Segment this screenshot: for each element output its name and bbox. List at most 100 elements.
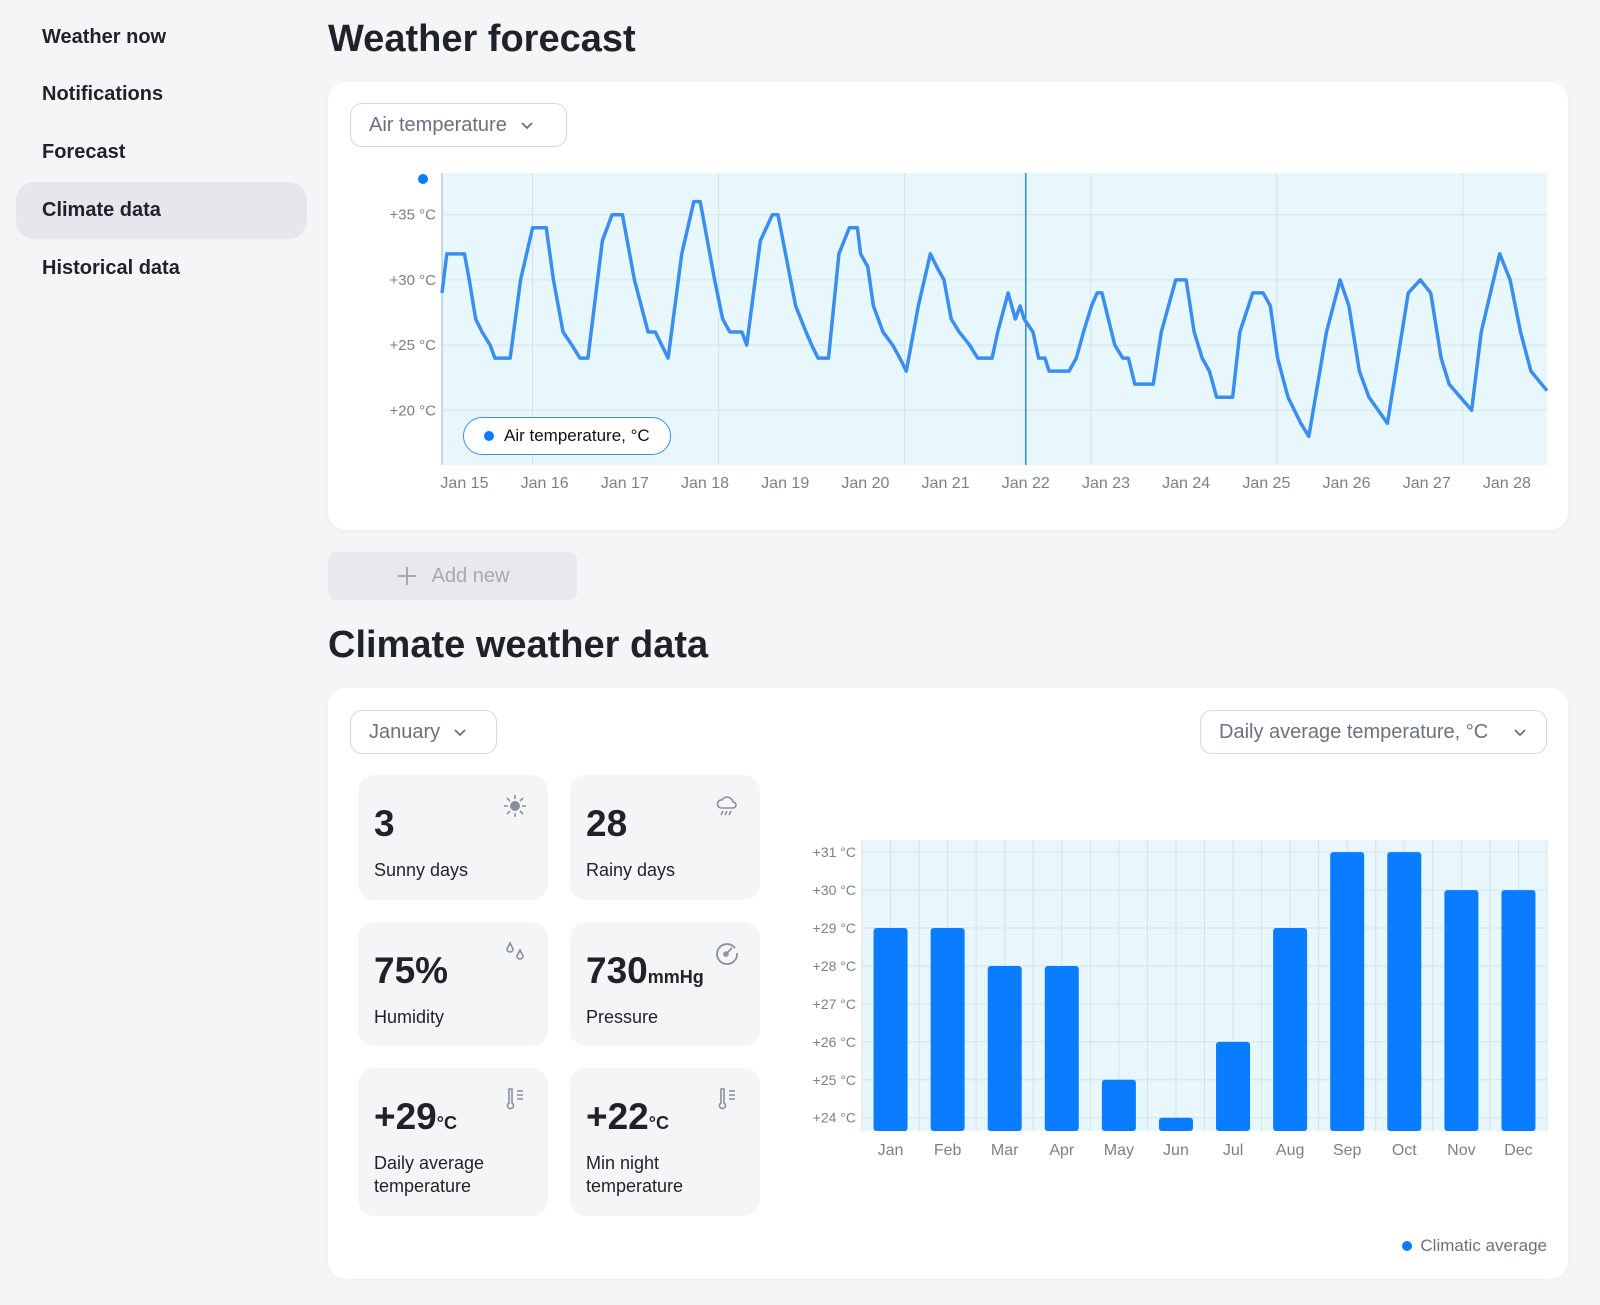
- thermometer-icon: [718, 1088, 735, 1110]
- x-tick-label: Jan 15: [440, 475, 488, 492]
- x-tick-label: Jan 23: [1082, 475, 1130, 492]
- stat-label: Sunny days: [374, 860, 469, 880]
- x-tick-label: Apr: [1049, 1142, 1075, 1159]
- stat-card-rainy-days: 28 Rainy days: [570, 775, 760, 900]
- stat-card-humidity: 75% Humidity: [358, 922, 548, 1046]
- air-temperature-chart: +20 °C +25 °C +30 °C +35 °C Jan 15 Jan 16 Jan …: [390, 173, 1549, 492]
- chevron-down-icon: [521, 122, 533, 130]
- droplets-icon: [506, 941, 524, 960]
- x-tick-label: Jul: [1223, 1142, 1243, 1159]
- bar: [1158, 1117, 1193, 1131]
- x-tick-label: Jan: [878, 1142, 904, 1159]
- dropdown-value: Air temperature: [369, 113, 507, 136]
- y-tick-label: +24 °C: [813, 1110, 856, 1126]
- stat-value: +29°C: [374, 1096, 457, 1137]
- legend-dot-icon: [484, 431, 494, 441]
- sidebar-item-climate-data[interactable]: Climate data: [16, 182, 307, 239]
- legend-label: Climatic average: [1420, 1236, 1547, 1255]
- stat-value: 730mmHg: [586, 950, 704, 991]
- plot-area: [442, 173, 1547, 465]
- y-tick-label: +35 °C: [390, 207, 437, 224]
- y-tick-label: +20 °C: [390, 402, 437, 419]
- x-tick-label: Feb: [934, 1142, 962, 1159]
- dropdown-value: Daily average temperature, °C: [1219, 720, 1489, 743]
- stat-value: 75%: [374, 950, 449, 991]
- add-new-label: Add new: [431, 564, 510, 587]
- climate-card: January Daily average temperature, °C 3 …: [328, 688, 1568, 1279]
- legend-label: Air temperature, °C: [504, 426, 650, 445]
- x-tick-label: Jan 27: [1403, 475, 1451, 492]
- sidebar-item-label: Weather now: [42, 26, 167, 48]
- x-tick-label: May: [1104, 1142, 1134, 1159]
- x-tick-label: Oct: [1392, 1142, 1417, 1159]
- dropdown-value: January: [369, 720, 441, 743]
- stat-value: 28: [586, 803, 628, 844]
- stat-card-sunny-days: 3 Sunny days: [358, 775, 548, 900]
- y-tick-label: +26 °C: [813, 1034, 856, 1050]
- x-tick-label: Jan 21: [922, 475, 970, 492]
- plus-icon: [397, 567, 416, 585]
- stat-label: Min night temperature: [586, 1153, 684, 1196]
- x-tick-label: Jun: [1163, 1142, 1189, 1159]
- add-new-button[interactable]: Add new: [328, 552, 577, 600]
- sidebar-item-label: Climate data: [42, 199, 161, 221]
- sidebar-item-historical-data[interactable]: Historical data: [16, 240, 307, 297]
- y-tick-label: +25 °C: [390, 337, 437, 354]
- page-title: Weather forecast: [328, 18, 636, 60]
- sidebar-item-notifications[interactable]: Notifications: [16, 66, 307, 123]
- y-tick-label: +25 °C: [813, 1072, 856, 1088]
- y-tick-label: +30 °C: [390, 272, 437, 289]
- x-tick-label: Jan 25: [1242, 475, 1290, 492]
- forecast-card: Air temperature +20 °C +25 °C +30 °C +35 °C…: [328, 82, 1568, 530]
- stat-label: Pressure: [586, 1007, 659, 1027]
- metric-dropdown[interactable]: Daily average temperature, °C: [1200, 710, 1547, 754]
- stat-label: Humidity: [374, 1007, 445, 1027]
- bar: [930, 928, 965, 1131]
- temperature-line: [440, 199, 1549, 439]
- y-tick-label: +30 °C: [813, 882, 856, 898]
- stat-card-daily-average-temperature: +29°C Daily average temperature: [358, 1068, 548, 1216]
- sidebar-item-forecast[interactable]: Forecast: [16, 124, 307, 181]
- gauge-icon: [716, 943, 738, 965]
- thermometer-icon: [506, 1088, 523, 1110]
- sidebar-item-weather-now[interactable]: Weather now: [16, 9, 307, 66]
- climate-bar-chart: +24 °C +25 °C +26 °C +27 °C +28 °C +29 °C +30 …: [813, 840, 1548, 1159]
- stat-card-min-night-temperature: +22°C Min night temperature: [570, 1068, 760, 1216]
- month-dropdown[interactable]: January: [350, 710, 497, 754]
- y-tick-label: +29 °C: [813, 920, 856, 936]
- x-tick-label: Jan 16: [521, 475, 569, 492]
- stat-label: Rainy days: [586, 860, 676, 880]
- x-tick-label: Sep: [1333, 1142, 1362, 1159]
- x-tick-label: Nov: [1447, 1142, 1475, 1159]
- x-tick-label: Jan 28: [1483, 475, 1531, 492]
- stat-card-pressure: 730mmHg Pressure: [570, 922, 760, 1046]
- x-tick-label: Jan 18: [681, 475, 729, 492]
- stat-label: Daily average temperature: [374, 1153, 485, 1196]
- y-tick-label: +27 °C: [813, 996, 856, 1012]
- x-tick-label: Jan 17: [601, 475, 649, 492]
- x-tick-label: Mar: [991, 1142, 1019, 1159]
- section-title: Climate weather data: [328, 624, 709, 666]
- sidebar-item-label: Forecast: [42, 141, 126, 163]
- sun-icon: [504, 795, 526, 817]
- stat-value: 3: [374, 803, 395, 844]
- chart-legend[interactable]: Air temperature, °C: [463, 417, 671, 455]
- bar-legend[interactable]: Climatic average: [1402, 1236, 1547, 1256]
- rain-cloud-icon: [716, 796, 737, 816]
- sidebar-item-label: Historical data: [42, 257, 180, 279]
- x-tick-label: Jan 26: [1323, 475, 1371, 492]
- x-tick-label: Jan 19: [761, 475, 809, 492]
- stat-value: +22°C: [586, 1096, 669, 1137]
- series-marker-dot: [418, 174, 428, 184]
- bar: [1444, 890, 1479, 1131]
- bar: [1501, 890, 1536, 1131]
- parameter-dropdown[interactable]: Air temperature: [350, 103, 567, 147]
- bar: [1387, 852, 1422, 1131]
- bar: [1044, 965, 1079, 1131]
- chevron-down-icon: [1514, 729, 1526, 737]
- chevron-down-icon: [454, 729, 466, 737]
- bar: [873, 928, 908, 1131]
- x-tick-label: Jan 20: [841, 475, 889, 492]
- x-tick-label: Dec: [1504, 1142, 1532, 1159]
- legend-dot-icon: [1402, 1241, 1413, 1251]
